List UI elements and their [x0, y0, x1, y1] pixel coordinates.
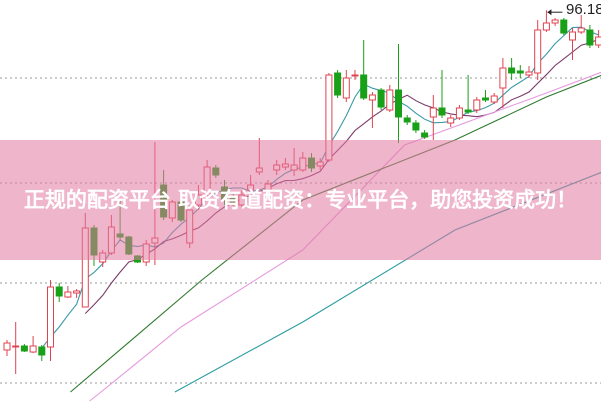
candle-body-up — [342, 77, 350, 99]
candle — [20, 344, 28, 352]
candle — [473, 97, 481, 113]
candle-body-down — [482, 97, 489, 101]
candle-body-up — [534, 29, 542, 74]
candle-body-down — [438, 107, 446, 116]
candle — [542, 10, 550, 32]
candle — [569, 28, 576, 60]
candle-body-up — [577, 27, 585, 33]
candle — [482, 90, 489, 102]
candle — [447, 115, 455, 127]
candle-body-down — [334, 72, 342, 96]
candle — [360, 40, 368, 100]
candle — [64, 286, 72, 298]
candle — [586, 25, 594, 48]
candle-body-up — [499, 67, 507, 89]
candle-body-down — [508, 67, 516, 74]
candle-body-down — [395, 89, 402, 118]
candle — [395, 44, 402, 143]
candle — [73, 289, 81, 298]
high-price-label: 96.18 — [566, 1, 601, 18]
candle-body-down — [412, 122, 420, 131]
candle-body-down — [560, 19, 568, 34]
candle — [595, 30, 601, 48]
candle-body-up — [47, 286, 54, 348]
candle-body-up — [386, 89, 394, 111]
candle-body-down — [421, 132, 429, 138]
candle — [560, 18, 568, 35]
candle — [55, 283, 63, 302]
candle — [351, 70, 359, 80]
candle — [499, 58, 507, 108]
candle — [516, 65, 524, 78]
candle-body-up — [490, 95, 498, 103]
candle — [3, 340, 11, 356]
candle — [377, 88, 385, 110]
candle-body-down — [377, 89, 385, 108]
candle-body-down — [360, 74, 368, 99]
candle-body-up — [473, 99, 481, 111]
candle — [403, 115, 411, 125]
candle — [534, 20, 542, 80]
candle — [429, 95, 437, 140]
candle — [29, 336, 37, 353]
candle — [525, 66, 533, 78]
candle — [577, 15, 585, 34]
candle-body-up — [64, 291, 72, 298]
candle — [455, 105, 463, 120]
candle-body-up — [429, 107, 437, 118]
candle-body-down — [586, 29, 594, 46]
high-marker-arrow-icon — [547, 9, 552, 16]
candle — [47, 280, 54, 361]
candle — [508, 58, 516, 80]
candle — [386, 85, 394, 112]
candle-body-up — [29, 345, 37, 353]
candle — [412, 120, 420, 133]
candle-body-down — [516, 70, 524, 74]
candle-body-down — [20, 345, 28, 352]
candle-body-up — [569, 31, 576, 41]
candle-body-down — [55, 286, 63, 297]
candle-body-up — [3, 342, 11, 351]
candle-body-up — [351, 74, 359, 77]
candle-body-up — [447, 117, 455, 124]
candle-body-up — [551, 19, 559, 24]
candle — [490, 93, 498, 104]
title-banner: 正规的配资平台 取资有道配资：专业平台，助您投资成功！ — [0, 140, 601, 260]
candle-body-down — [38, 346, 46, 356]
candle — [464, 75, 472, 114]
candle — [421, 130, 429, 139]
candle — [368, 92, 376, 128]
candle-body-up — [73, 290, 81, 294]
candle — [38, 345, 46, 361]
candle-body-down — [464, 109, 472, 113]
candle — [342, 70, 350, 102]
candle — [12, 322, 20, 374]
candle — [334, 70, 342, 98]
candle-body-down — [403, 117, 411, 123]
banner-title: 正规的配资平台 取资有道配资：专业平台，助您投资成功！ — [23, 187, 578, 212]
candle-body-up — [368, 94, 376, 101]
candle-body-up — [455, 107, 463, 119]
candle — [438, 70, 446, 118]
candle-body-up — [542, 22, 550, 31]
candle — [551, 18, 559, 26]
candle-body-up — [525, 71, 533, 76]
candle-body-up — [595, 36, 601, 46]
candle-body-up — [12, 345, 20, 348]
